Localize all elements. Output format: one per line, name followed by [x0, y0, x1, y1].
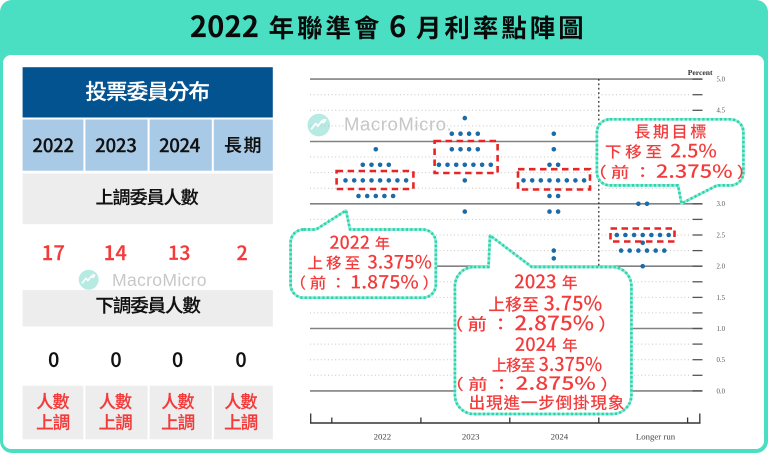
- svg-text:Percent: Percent: [688, 68, 713, 77]
- svg-text:2.5: 2.5: [717, 232, 726, 239]
- svg-text:1.0: 1.0: [717, 326, 726, 333]
- svg-text:1.5: 1.5: [717, 295, 726, 302]
- svg-text:MacroMicro.: MacroMicro.: [344, 114, 452, 135]
- svg-text:2024: 2024: [551, 432, 569, 442]
- svg-text:MacroMicro: MacroMicro: [112, 270, 207, 290]
- svg-text:2.0: 2.0: [717, 264, 726, 271]
- svg-text:Longer run: Longer run: [636, 432, 676, 442]
- svg-text:0.0: 0.0: [717, 388, 726, 395]
- svg-text:3.0: 3.0: [717, 201, 726, 208]
- svg-text:2022: 2022: [374, 432, 392, 442]
- svg-text:4.5: 4.5: [717, 108, 726, 115]
- svg-text:0.5: 0.5: [717, 357, 726, 364]
- svg-text:5.0: 5.0: [717, 77, 726, 84]
- svg-text:2023: 2023: [462, 432, 480, 442]
